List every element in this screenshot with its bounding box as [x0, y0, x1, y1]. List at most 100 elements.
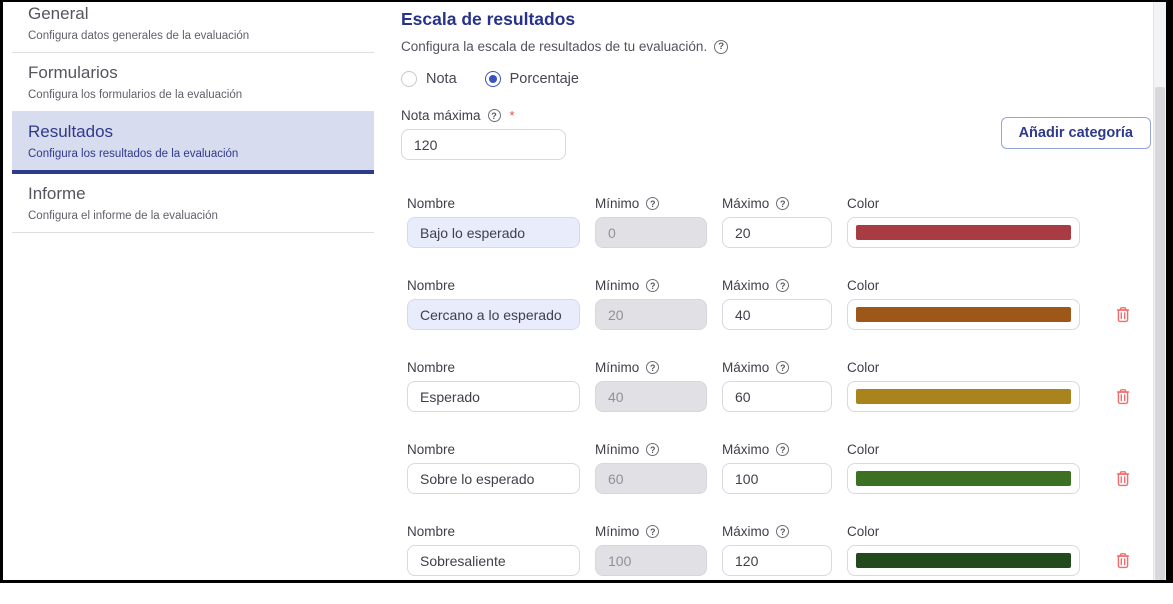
trash-icon — [1116, 553, 1130, 569]
sidebar-item-title: General — [28, 4, 89, 23]
category-min-input — [595, 299, 707, 330]
trash-icon — [1116, 471, 1130, 487]
category-color-picker[interactable] — [847, 299, 1080, 330]
scale-type-radio-nota[interactable]: Nota — [401, 71, 457, 87]
category-name-input[interactable] — [407, 217, 580, 248]
category-row: Nombre Mínimo? Máximo? Color — [407, 522, 1153, 576]
help-icon[interactable]: ? — [776, 197, 790, 210]
sidebar-item-formularios[interactable]: Formularios Configura los formularios de… — [12, 53, 374, 112]
scrollbar-thumb[interactable] — [1155, 87, 1165, 580]
vertical-scrollbar[interactable] — [1153, 2, 1166, 580]
name-column-label: Nombre — [407, 442, 456, 457]
help-icon[interactable]: ? — [714, 39, 729, 54]
category-color-picker[interactable] — [847, 463, 1080, 494]
color-column-label: Color — [847, 524, 880, 539]
category-max-input[interactable] — [722, 217, 832, 248]
trash-icon — [1116, 389, 1130, 405]
category-min-input — [595, 217, 707, 248]
category-color-swatch — [856, 307, 1071, 322]
category-color-picker[interactable] — [847, 545, 1080, 576]
radio-label: Porcentaje — [509, 71, 579, 87]
min-column-label: Mínimo? — [595, 278, 707, 293]
add-category-button[interactable]: Añadir categoría — [1000, 117, 1151, 149]
sidebar-item-subtitle: Configura el informe de la evaluación — [28, 210, 218, 222]
radio-circle-icon[interactable] — [484, 71, 501, 87]
radio-label: Nota — [426, 71, 457, 87]
name-column-label: Nombre — [407, 196, 456, 211]
max-column-label: Máximo? — [722, 196, 832, 211]
delete-category-button[interactable] — [1115, 388, 1131, 405]
sidebar-item-resultados[interactable]: Resultados Configura los resultados de l… — [12, 112, 374, 174]
color-column-label: Color — [847, 442, 880, 457]
category-row: Nombre Mínimo? Máximo? Color — [407, 194, 1153, 248]
category-color-swatch — [856, 225, 1071, 240]
sidebar-item-subtitle: Configura los resultados de la evaluació… — [28, 148, 239, 160]
delete-category-button[interactable] — [1115, 306, 1131, 323]
category-color-picker[interactable] — [847, 217, 1080, 248]
name-column-label: Nombre — [407, 360, 456, 375]
max-column-label: Máximo? — [722, 524, 832, 539]
help-icon[interactable]: ? — [646, 525, 660, 538]
help-icon[interactable]: ? — [646, 443, 660, 456]
category-color-swatch — [856, 553, 1071, 568]
max-column-label: Máximo? — [722, 442, 832, 457]
sidebar-item-title: Formularios — [28, 63, 118, 82]
help-icon[interactable]: ? — [776, 443, 790, 456]
trash-icon — [1116, 307, 1130, 323]
help-icon[interactable]: ? — [646, 361, 660, 374]
category-max-input[interactable] — [722, 381, 832, 412]
help-icon[interactable]: ? — [646, 197, 660, 210]
category-min-input — [595, 545, 707, 576]
help-icon[interactable]: ? — [646, 279, 660, 292]
sidebar-item-general[interactable]: General Configura datos generales de la … — [12, 2, 374, 53]
category-color-picker[interactable] — [847, 381, 1080, 412]
category-max-input[interactable] — [722, 463, 832, 494]
help-icon[interactable]: ? — [776, 361, 790, 374]
settings-sidebar: General Configura datos generales de la … — [12, 2, 374, 233]
min-column-label: Mínimo? — [595, 360, 707, 375]
category-name-input[interactable] — [407, 463, 580, 494]
min-column-label: Mínimo? — [595, 442, 707, 457]
max-score-input[interactable] — [401, 129, 566, 160]
required-marker: * — [509, 108, 515, 123]
radio-circle-icon[interactable] — [401, 71, 417, 87]
color-column-label: Color — [847, 196, 880, 211]
help-icon[interactable]: ? — [487, 109, 501, 122]
name-column-label: Nombre — [407, 524, 456, 539]
sidebar-item-informe[interactable]: Informe Configura el informe de la evalu… — [12, 174, 374, 233]
category-min-input — [595, 463, 707, 494]
scale-type-radio-porcentaje[interactable]: Porcentaje — [484, 71, 579, 87]
delete-category-button[interactable] — [1115, 470, 1131, 487]
category-list: Nombre Mínimo? Máximo? Color Nombre Míni… — [407, 194, 1153, 576]
color-column-label: Color — [847, 360, 880, 375]
name-column-label: Nombre — [407, 278, 456, 293]
help-icon[interactable]: ? — [776, 279, 790, 292]
color-column-label: Color — [847, 278, 880, 293]
page-subtitle: Configura la escala de resultados de tu … — [401, 39, 1153, 54]
sidebar-item-subtitle: Configura datos generales de la evaluaci… — [28, 30, 250, 42]
sidebar-item-title: Informe — [28, 184, 86, 203]
help-icon[interactable]: ? — [776, 525, 790, 538]
max-column-label: Máximo? — [722, 360, 832, 375]
category-color-swatch — [856, 471, 1071, 486]
category-name-input[interactable] — [407, 545, 580, 576]
category-row: Nombre Mínimo? Máximo? Color — [407, 440, 1153, 494]
page-title: Escala de resultados — [401, 9, 576, 29]
results-scale-panel: Escala de resultados Configura la escala… — [401, 2, 1153, 604]
min-column-label: Mínimo? — [595, 196, 707, 211]
category-row: Nombre Mínimo? Máximo? Color — [407, 358, 1153, 412]
category-name-input[interactable] — [407, 299, 580, 330]
sidebar-item-subtitle: Configura los formularios de la evaluaci… — [28, 89, 243, 101]
category-color-swatch — [856, 389, 1071, 404]
evaluation-settings-page: { "sidebar": { "items": [ { "title": "Ge… — [0, 0, 1173, 583]
scale-type-radio-group: Nota Porcentaje — [401, 71, 1153, 87]
category-max-input[interactable] — [722, 299, 832, 330]
category-max-input[interactable] — [722, 545, 832, 576]
max-column-label: Máximo? — [722, 278, 832, 293]
category-name-input[interactable] — [407, 381, 580, 412]
min-column-label: Mínimo? — [595, 524, 707, 539]
page-subtitle-text: Configura la escala de resultados de tu … — [401, 39, 708, 54]
category-row: Nombre Mínimo? Máximo? Color — [407, 276, 1153, 330]
delete-category-button[interactable] — [1115, 552, 1131, 569]
sidebar-nav: General Configura datos generales de la … — [12, 2, 374, 233]
